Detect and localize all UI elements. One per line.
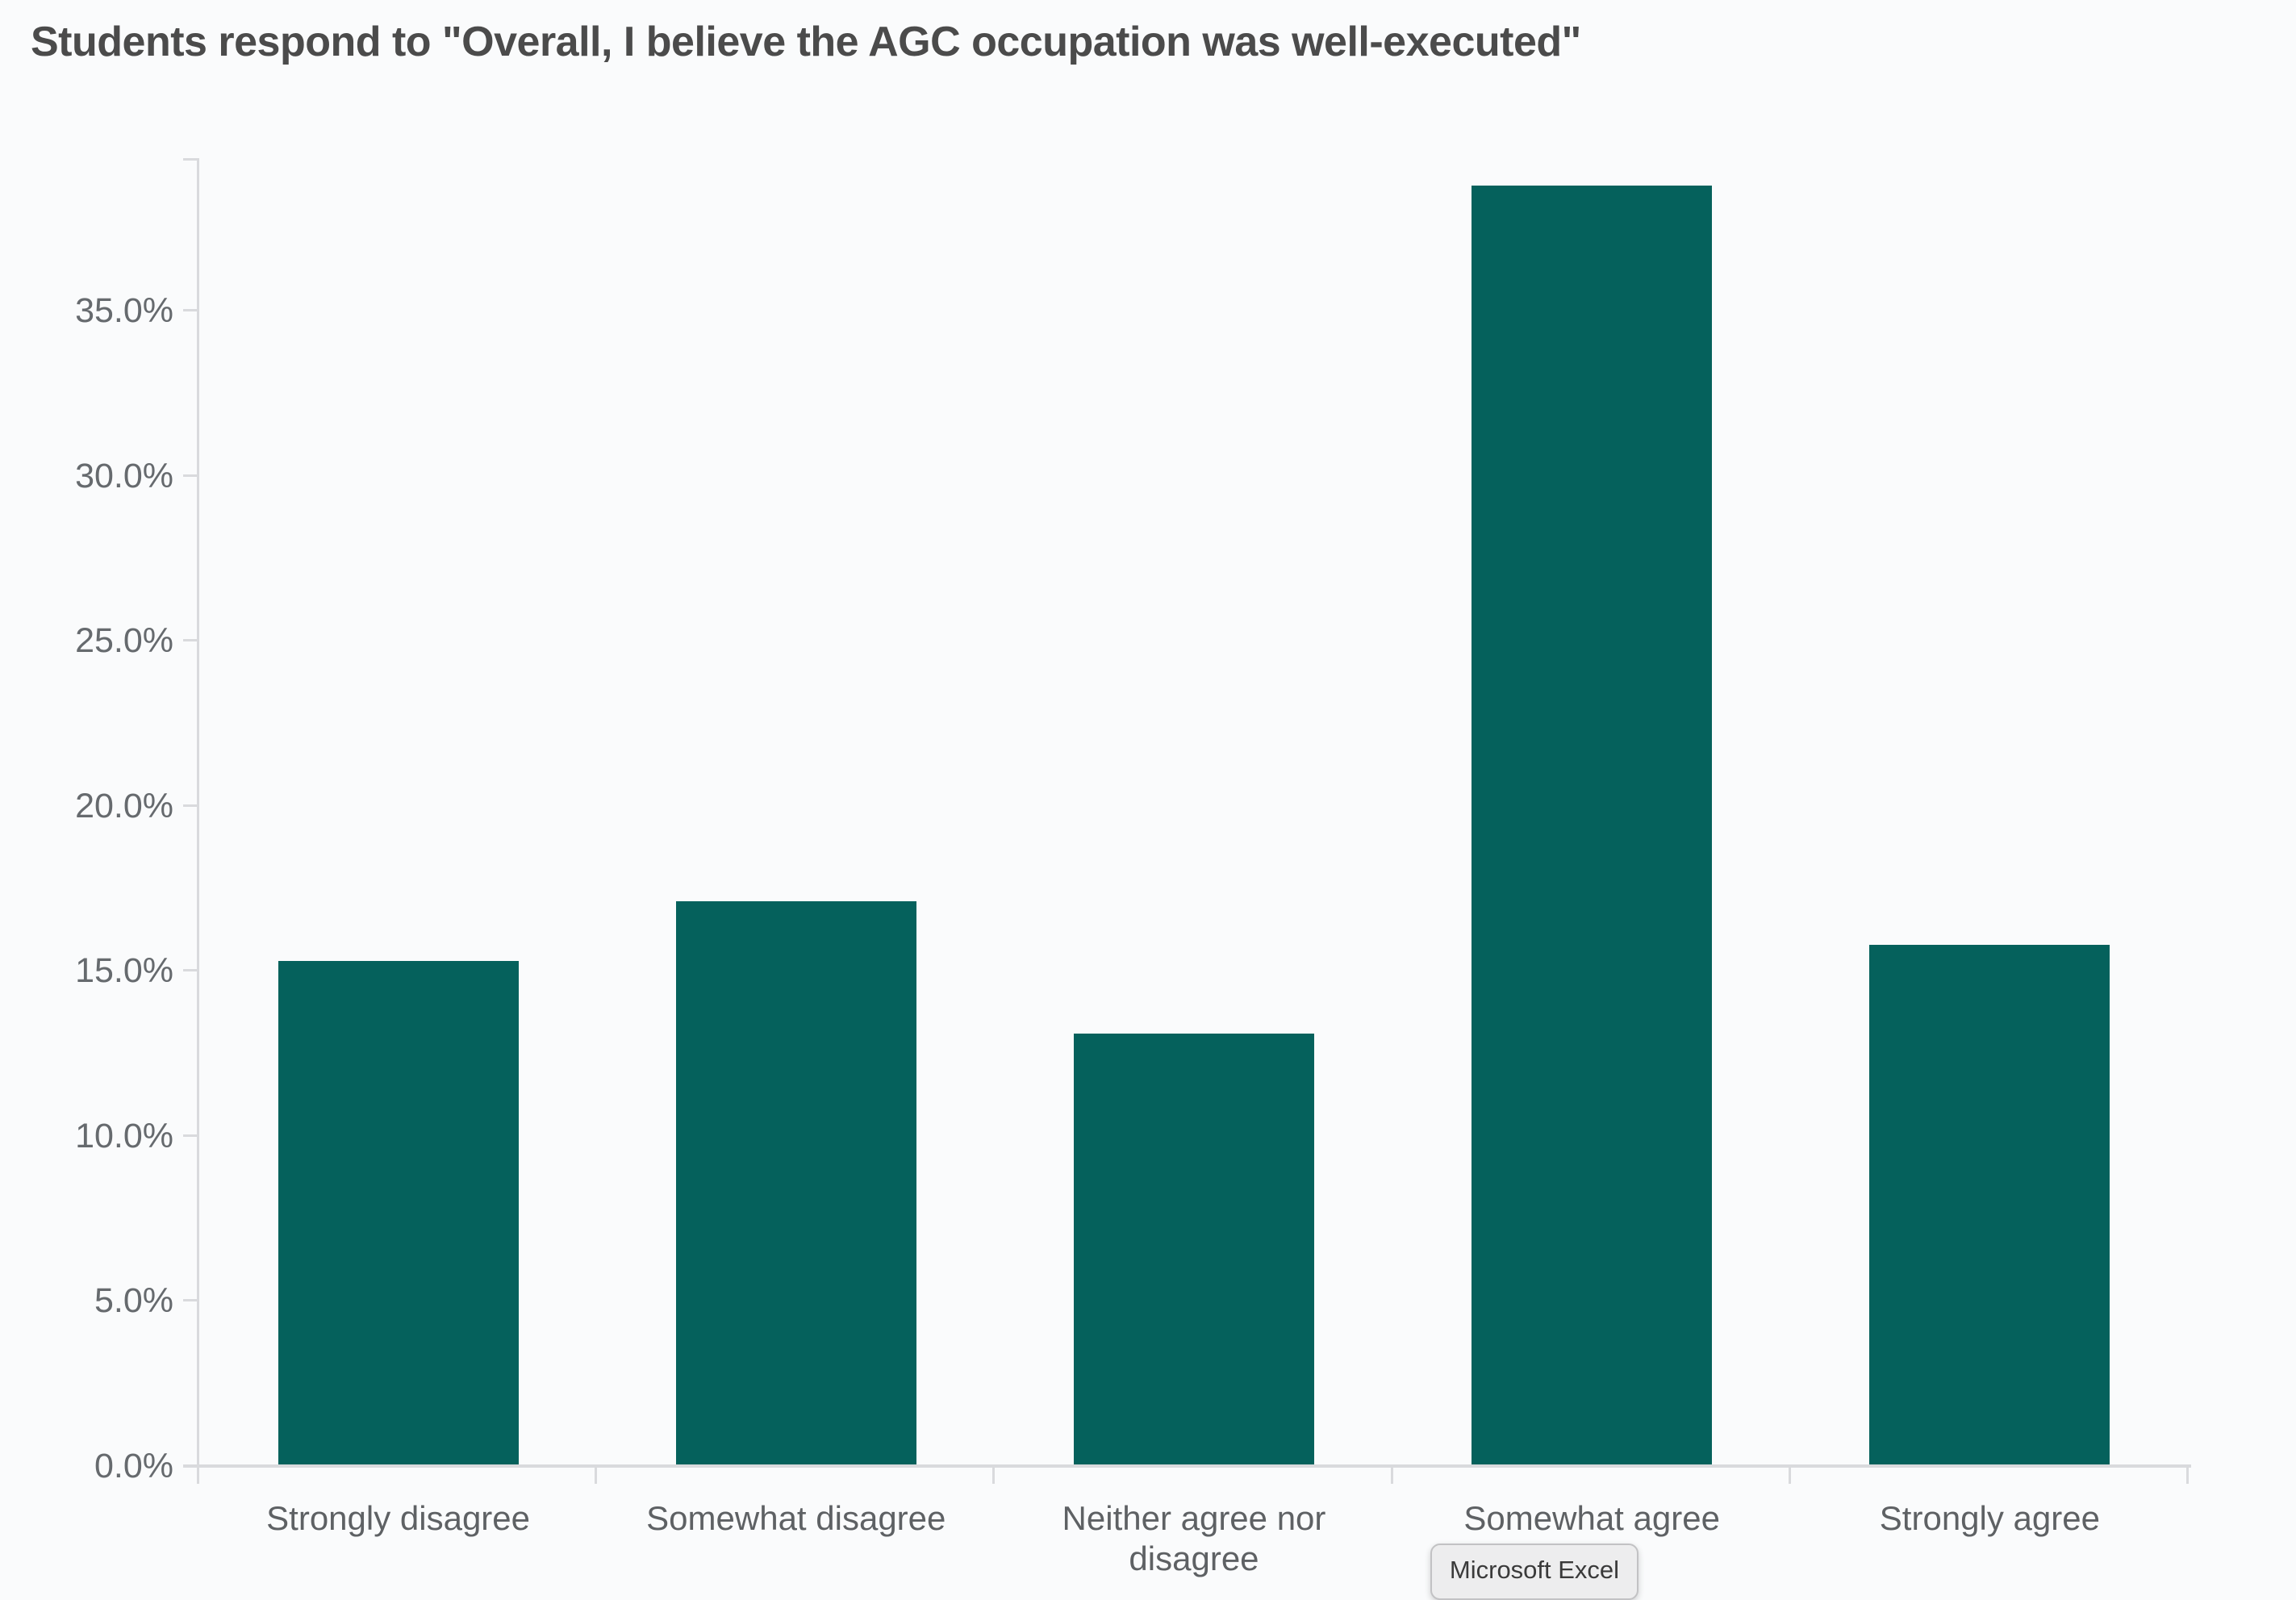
x-category-label: Strongly agree [1879,1499,2100,1537]
category-boundary-tick [992,1466,996,1484]
bar-somewhat-agree [1472,185,1713,1466]
y-axis-tick-label: 25.0% [75,621,173,661]
y-axis-tick-label: 10.0% [75,1116,173,1155]
y-axis-tick [183,1299,199,1302]
x-category-label: Somewhat agree [1463,1499,1720,1537]
y-axis-tick-label: 0.0% [94,1447,173,1485]
chart-title: Students respond to "Overall, I believe … [31,19,1581,65]
category-boundary-tick [1390,1466,1393,1484]
excel-tooltip-label: Microsoft Excel [1449,1556,1620,1584]
y-axis-tick [183,474,199,477]
y-axis-tick-label: 15.0% [75,951,173,991]
excel-tooltip[interactable]: Microsoft Excel [1430,1544,1639,1600]
y-axis-tick [183,639,199,642]
x-category-label: Strongly disagree [266,1499,531,1537]
category-boundary-tick [2186,1466,2189,1484]
bar-strongly-agree [1869,944,2110,1466]
y-axis-tick-label: 20.0% [75,786,173,825]
y-axis-tick-label: 35.0% [75,291,173,331]
x-category-label: Somewhat disagree [646,1499,946,1537]
x-category-label: Neither agree nor disagree [1062,1499,1326,1577]
y-axis-tick [183,309,199,312]
y-axis-tick-label: 30.0% [75,456,173,495]
y-axis-tick-label: 5.0% [94,1281,173,1321]
bar-somewhat-disagree [675,901,916,1466]
y-axis-tick [183,1134,199,1137]
y-axis-endcap-tick [183,158,199,161]
bar-neither-agree-nor-disagree [1074,1034,1314,1466]
category-boundary-tick [1788,1466,1791,1484]
y-axis-tick [183,969,199,972]
category-boundary-tick [595,1466,598,1484]
x-axis-line [183,1464,2191,1468]
bar-strongly-disagree [278,961,519,1466]
y-axis-line [197,159,199,1484]
y-axis-tick [183,804,199,807]
